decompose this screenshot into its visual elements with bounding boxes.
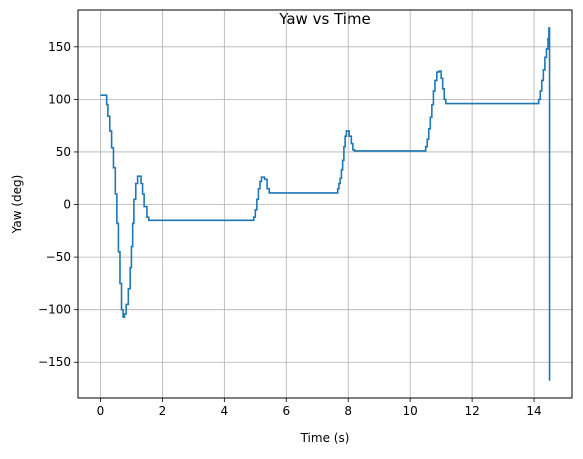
x-tick-label: 0 xyxy=(97,404,105,418)
grid-lines xyxy=(78,10,572,398)
x-tick-label: 12 xyxy=(464,404,479,418)
y-axis-label: Yaw (deg) xyxy=(10,175,24,235)
x-tick-label: 2 xyxy=(159,404,167,418)
chart-title: Yaw vs Time xyxy=(278,10,371,28)
x-tick-label: 10 xyxy=(403,404,418,418)
axis-ticks: 0 2 4 6 8 10 12 14 −150 −100 −50 0 50 100 150 xyxy=(38,40,542,418)
x-tick-label: 14 xyxy=(526,404,541,418)
yaw-series-line xyxy=(100,27,551,381)
x-axis-label: Time (s) xyxy=(300,431,350,445)
y-tick-label: −150 xyxy=(38,355,71,369)
x-tick-label: 4 xyxy=(221,404,229,418)
y-tick-label: 100 xyxy=(48,92,71,106)
y-tick-label: 50 xyxy=(56,145,71,159)
x-tick-label: 8 xyxy=(344,404,352,418)
y-tick-label: 150 xyxy=(48,40,71,54)
y-tick-label: −100 xyxy=(38,303,71,317)
x-tick-label: 6 xyxy=(282,404,290,418)
y-tick-label: 0 xyxy=(63,198,71,212)
y-tick-label: −50 xyxy=(46,250,71,264)
plot-area xyxy=(100,27,551,381)
axes-frame xyxy=(77,9,573,399)
